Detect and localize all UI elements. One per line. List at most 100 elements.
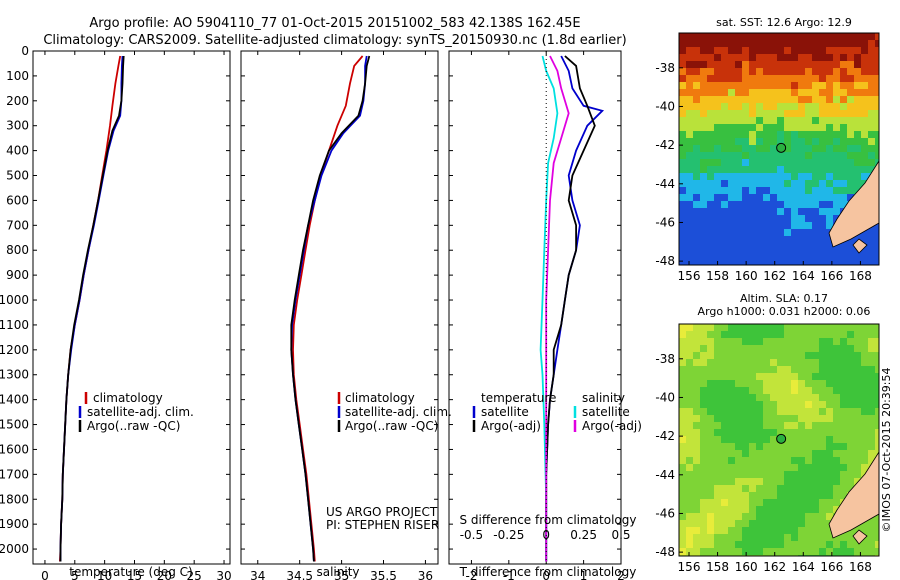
map-cell [728,513,736,521]
map-cell [749,513,757,521]
map-cell [721,352,729,360]
map-cell [847,366,855,374]
map-cell [700,208,708,216]
map-cell [847,124,855,132]
map-cell [798,96,806,104]
map-cell [700,117,708,125]
map-cell [749,75,757,83]
map-cell [686,331,694,339]
map-cell [784,499,792,507]
map-cell [840,387,848,395]
map-cell [840,485,848,493]
map-cell [770,33,778,41]
map-cell [700,338,708,346]
map-cell [707,110,715,118]
map-cell [784,408,792,416]
map-cell [763,243,771,251]
map-cell [756,47,764,55]
s-tick-label: -0.25 [493,528,524,542]
map-cell [784,443,792,451]
map-cell [679,173,687,181]
map-cell [868,527,876,535]
map-cell [763,527,771,535]
map-cell [840,61,848,69]
map-cell [812,236,820,244]
x-tick-label: 156 [678,560,701,574]
map-cell [686,173,694,181]
map-cell [763,201,771,209]
map-cell [819,443,827,451]
map-cell [763,250,771,258]
map-cell [728,408,736,416]
map-cell [861,117,869,125]
map-cell [749,229,757,237]
x-tick-label: 158 [706,269,729,283]
salinity-xlabel: salinity [316,565,359,579]
map-cell [714,222,722,230]
map-cell [749,415,757,423]
map-cell [826,54,834,62]
map-cell [868,110,876,118]
map-cell [784,415,792,423]
map-cell [791,54,799,62]
map-cell [728,443,736,451]
map-cell [847,373,855,381]
sst-map: 156 158 160 162 164 166 168-38-40-42-44-46-48 [655,32,880,283]
map-cell [700,513,708,521]
map-cell [798,506,806,514]
map-cell [819,40,827,48]
map-cell [749,166,757,174]
map-cell [791,478,799,486]
map-cell [777,68,785,76]
map-cell [805,229,813,237]
map-cell [728,96,736,104]
map-cell [812,145,820,153]
map-cell [861,54,869,62]
map-cell [847,82,855,90]
map-cell [812,443,820,451]
map-cell [735,331,743,339]
map-cell [826,485,834,493]
map-cell [840,373,848,381]
map-cell [868,436,876,444]
map-cell [728,548,736,556]
map-cell [721,33,729,41]
map-cell [854,173,862,181]
map-cell [861,324,869,332]
map-cell [721,443,729,451]
map-cell [693,103,701,111]
map-cell [693,429,701,437]
map-cell [679,222,687,230]
map-cell [679,338,687,346]
map-cell [840,450,848,458]
map-cell [819,229,827,237]
map-cell [868,345,876,353]
map-cell [763,208,771,216]
map-cell [735,429,743,437]
map-cell [749,131,757,139]
map-cell [707,380,715,388]
difference-xlabel: T difference from climatology [459,565,637,579]
map-cell [833,201,841,209]
map-cell [798,443,806,451]
x-tick-label: 166 [820,269,843,283]
map-cell [819,236,827,244]
map-cell [707,187,715,195]
map-cell [791,499,799,507]
map-cell [840,243,848,251]
y-tick-label: 1500 [0,418,29,432]
map-cell [861,520,869,528]
map-cell [875,443,879,451]
map-cell [728,436,736,444]
map-cell [735,145,743,153]
map-cell [805,401,813,409]
map-cell [742,436,750,444]
map-cell [819,401,827,409]
map-cell [777,194,785,202]
map-cell [791,131,799,139]
map-cell [770,373,778,381]
map-cell [721,401,729,409]
map-cell [679,324,687,332]
y-tick-label: -42 [655,429,675,443]
map-cell [721,103,729,111]
